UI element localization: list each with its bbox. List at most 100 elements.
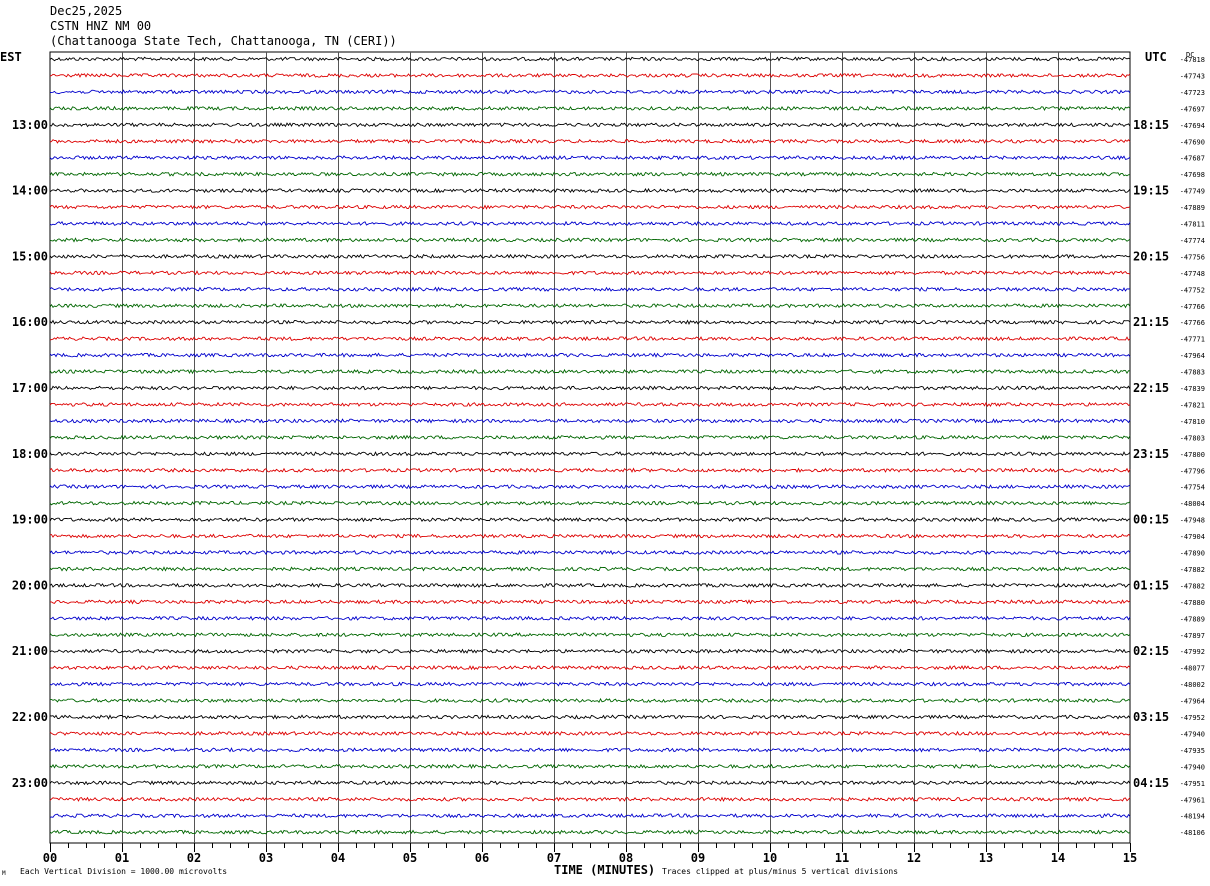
trace-line	[49, 352, 1131, 358]
trace-line	[49, 434, 1131, 441]
trace-line	[49, 500, 1131, 506]
dc-offset-label: -48106	[1180, 829, 1205, 837]
corner-mark: M	[2, 870, 6, 877]
dc-offset-label: -47904	[1180, 533, 1205, 541]
dc-offset-label: -47811	[1180, 221, 1205, 229]
dc-offset-label: -48194	[1180, 813, 1205, 821]
dc-offset-label: -47766	[1180, 303, 1205, 311]
dc-offset-label: -47952	[1180, 714, 1205, 722]
trace-line	[49, 632, 1131, 638]
trace-line	[49, 204, 1131, 210]
x-tick-label: 01	[115, 851, 129, 865]
dc-offset-label: -47992	[1180, 648, 1205, 656]
est-time-label: 21:00	[12, 644, 48, 658]
trace-line	[49, 303, 1131, 309]
trace-line	[49, 154, 1131, 161]
x-tick-label: 13	[979, 851, 993, 865]
trace-line	[49, 730, 1131, 736]
trace-line	[49, 714, 1131, 720]
utc-time-label: 01:15	[1133, 578, 1169, 592]
trace-line	[49, 122, 1131, 128]
dc-offset-label: -47774	[1180, 237, 1205, 245]
utc-time-label: 04:15	[1133, 776, 1169, 790]
dc-offset-label: -47948	[1180, 517, 1205, 525]
trace-line	[49, 533, 1131, 539]
x-tick-label: 06	[475, 851, 489, 865]
x-tick-label: 07	[547, 851, 561, 865]
x-tick-label: 15	[1123, 851, 1137, 865]
dc-offset-label: -47889	[1180, 204, 1205, 212]
trace-line	[49, 319, 1131, 325]
dc-offset-label: -47940	[1180, 763, 1205, 771]
trace-line	[49, 72, 1131, 79]
dc-offset-label: -47882	[1180, 566, 1205, 574]
dc-offset-label: -47690	[1180, 138, 1205, 146]
trace-line	[49, 484, 1131, 490]
dc-offset-label: -47752	[1180, 286, 1205, 294]
dc-offset-label: -47880	[1180, 599, 1205, 607]
utc-time-label: 18:15	[1133, 118, 1169, 132]
dc-offset-label: -47687	[1180, 155, 1205, 163]
x-tick-label: 08	[619, 851, 633, 865]
x-tick-label: 12	[907, 851, 921, 865]
trace-line	[49, 138, 1131, 144]
utc-time-label: 02:15	[1133, 644, 1169, 658]
x-tick-label: 10	[763, 851, 777, 865]
trace-line	[49, 56, 1131, 62]
dc-offset-label: -47964	[1180, 352, 1205, 360]
x-tick-label: 11	[835, 851, 849, 865]
trace-line	[49, 467, 1131, 473]
trace-line	[49, 763, 1131, 770]
dc-offset-label: -47951	[1180, 780, 1205, 788]
trace-line	[49, 418, 1131, 424]
x-tick-label: 00	[43, 851, 57, 865]
dc-offset-label: -47882	[1180, 582, 1205, 590]
trace-line	[49, 220, 1131, 227]
dc-offset-label: -47771	[1180, 336, 1205, 344]
trace-line	[49, 336, 1131, 342]
utc-time-label: 03:15	[1133, 710, 1169, 724]
est-time-label: 22:00	[12, 710, 48, 724]
dc-offset-label: -47766	[1180, 319, 1205, 327]
dc-offset-label: -47756	[1180, 253, 1205, 261]
dc-label: DC	[1186, 51, 1194, 59]
dc-offset-label: -48077	[1180, 665, 1205, 673]
trace-line	[49, 582, 1130, 589]
trace-line	[49, 549, 1131, 556]
utc-time-label: 23:15	[1133, 447, 1169, 461]
est-time-label: 17:00	[12, 381, 48, 395]
utc-time-label: 20:15	[1133, 249, 1169, 263]
trace-line	[49, 451, 1131, 457]
dc-offset-label: -47935	[1180, 747, 1205, 755]
trace-line	[49, 89, 1131, 95]
dc-offset-label: -47839	[1180, 385, 1205, 393]
dc-offset-label: -47694	[1180, 122, 1205, 130]
trace-line	[49, 105, 1131, 112]
est-time-label: 23:00	[12, 776, 48, 790]
trace-line	[49, 401, 1131, 407]
dc-offset-label: -47890	[1180, 550, 1205, 558]
est-time-label: 14:00	[12, 184, 48, 198]
trace-line	[49, 516, 1131, 523]
dc-offset-label: -47897	[1180, 632, 1205, 640]
x-tick-label: 09	[691, 851, 705, 865]
est-time-label: 19:00	[12, 513, 48, 527]
trace-line	[49, 187, 1131, 194]
dc-offset-label: -47748	[1180, 270, 1205, 278]
dc-offset-label: -48002	[1180, 681, 1205, 689]
dc-offset-label: -47723	[1180, 89, 1205, 97]
dc-offset-label: -47940	[1180, 730, 1205, 738]
utc-time-label: 22:15	[1133, 381, 1169, 395]
trace-line	[49, 237, 1131, 243]
trace-line	[49, 665, 1131, 671]
est-time-label: 16:00	[12, 315, 48, 329]
x-tick-label: 03	[259, 851, 273, 865]
x-tick-label: 14	[1051, 851, 1065, 865]
dc-offset-label: -47889	[1180, 615, 1205, 623]
trace-line	[49, 270, 1131, 276]
est-time-label: 20:00	[12, 578, 48, 592]
x-tick-label: 04	[331, 851, 345, 865]
trace-line	[49, 368, 1131, 375]
dc-offset-label: -47818	[1180, 56, 1205, 64]
